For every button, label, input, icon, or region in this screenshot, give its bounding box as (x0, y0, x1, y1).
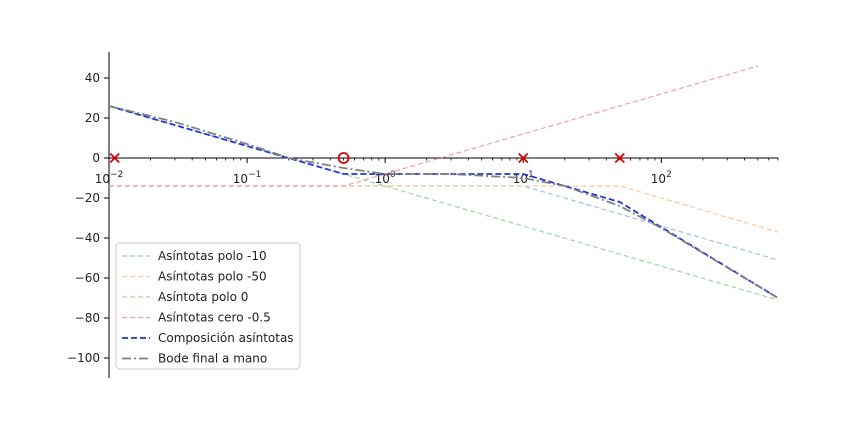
x-tick-base: 10 (375, 172, 390, 186)
x-tick-base: 10 (95, 172, 110, 186)
legend-frame (115, 242, 301, 370)
legend-label: Asíntotas cero -0.5 (158, 311, 271, 325)
series-line-2 (108, 105, 779, 301)
legend-label: Asíntota polo 0 (158, 290, 248, 304)
pole-zero-markers (109, 152, 625, 164)
pole-marker (614, 152, 625, 164)
y-tick-label: −80 (75, 311, 100, 325)
x-tick-label: 102 (651, 170, 672, 186)
series-line-5 (108, 105, 779, 299)
y-tick-label: 40 (85, 71, 100, 85)
x-tick-base: 10 (233, 172, 248, 186)
series-line-3 (109, 65, 758, 187)
legend-label: Bode final a mano (158, 352, 267, 366)
pole-marker (109, 152, 120, 164)
y-tick-label: −60 (75, 271, 100, 285)
pole-marker (518, 152, 529, 164)
legend-label: Asíntotas polo -10 (158, 249, 267, 263)
series-group (108, 65, 779, 301)
legend-label: Asíntotas polo -50 (158, 270, 267, 284)
x-tick-exponent: −2 (110, 170, 123, 180)
x-tick-exponent: 2 (666, 170, 672, 180)
x-tick-base: 10 (513, 172, 528, 186)
y-tick-label: −40 (75, 231, 100, 245)
x-tick-base: 10 (651, 172, 666, 186)
x-tick-label: 101 (513, 170, 534, 186)
y-tick-label: 20 (85, 111, 100, 125)
x-tick-label: 10−1 (233, 170, 262, 186)
y-tick-label: −100 (67, 351, 100, 365)
x-tick-exponent: 1 (528, 170, 534, 180)
y-tick-label: −20 (75, 191, 100, 205)
x-tick-exponent: 0 (390, 170, 396, 180)
y-tick-label: 0 (92, 151, 100, 165)
x-tick-label: 100 (375, 170, 396, 186)
zero-marker (337, 152, 350, 164)
x-tick-exponent: −1 (248, 170, 261, 180)
x-tick-label: 10−2 (95, 170, 124, 186)
legend-label: Composición asíntotas (158, 331, 294, 345)
legend: Asíntotas polo -10 Asíntotas polo -50 Asín… (115, 242, 301, 370)
series-line-1 (109, 185, 779, 233)
